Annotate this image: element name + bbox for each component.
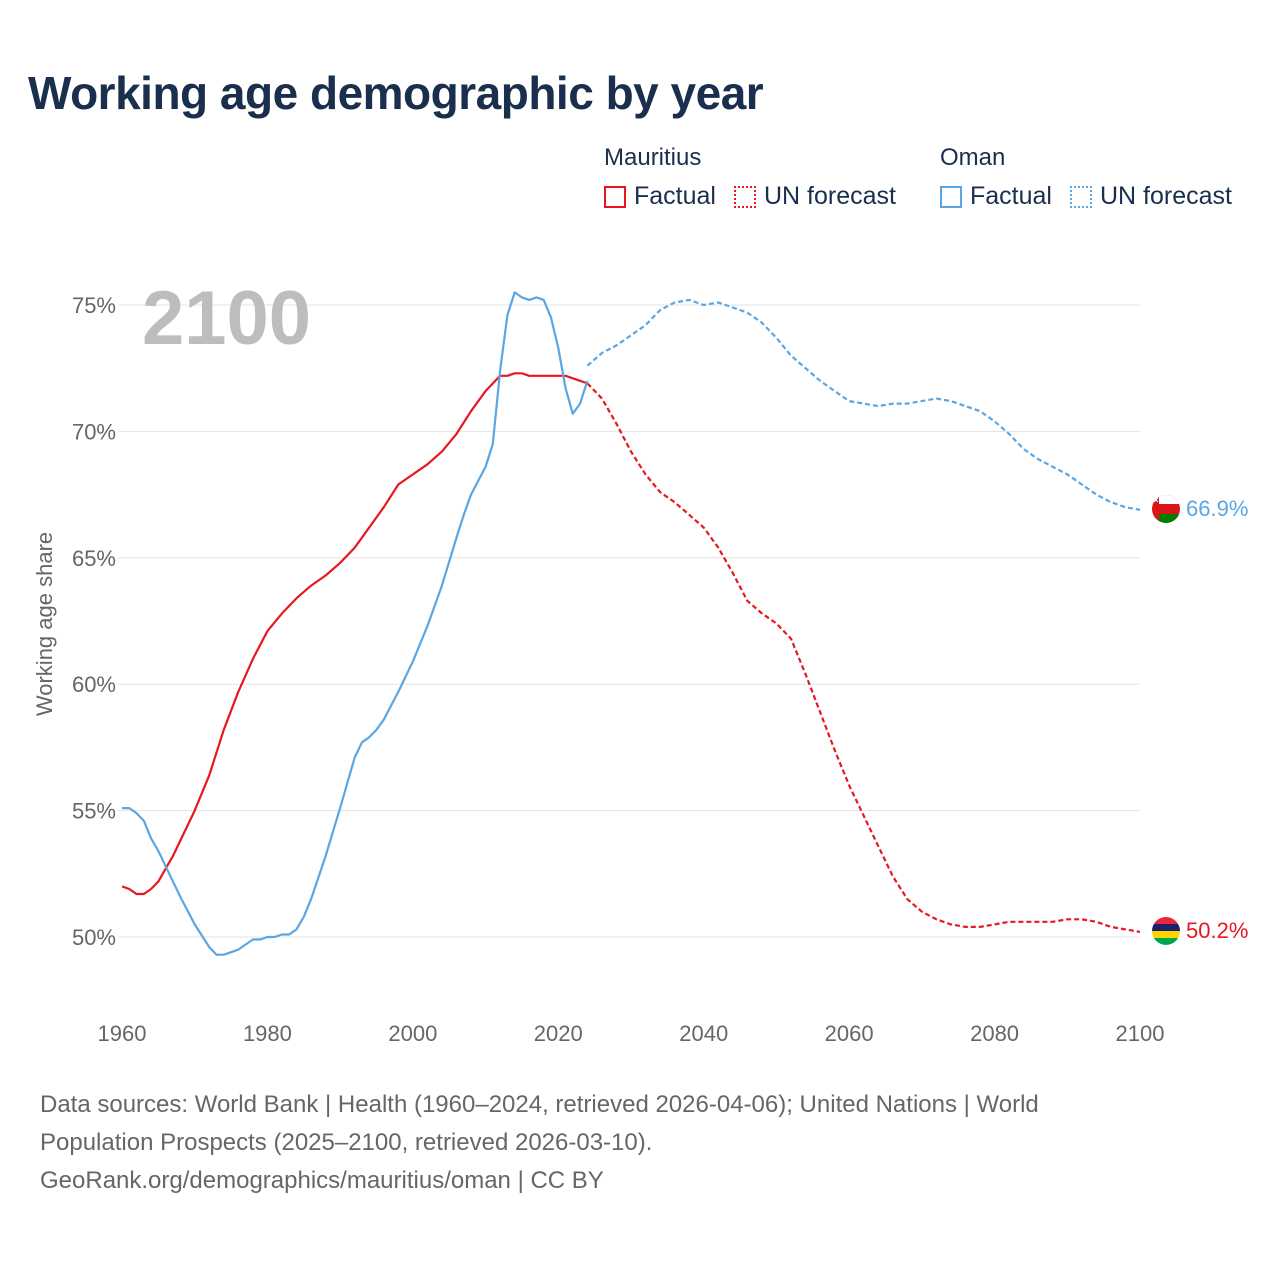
year-watermark: 2100 [142,276,311,361]
legend-mauritius-factual[interactable]: Factual [604,182,716,211]
footer-line: Data sources: World Bank | Health (1960–… [40,1091,1039,1118]
legend-mauritius: Mauritius Factual UN forecast [604,144,914,211]
y-axis-label: Working age share [32,532,57,716]
x-tick-label: 1980 [243,1021,292,1046]
solid-line-swatch-icon [940,185,962,208]
legend-oman: Oman Factual UN forecast [940,144,1232,211]
footer-source: Data sources: World Bank | Health (1960–… [40,1086,1240,1200]
oman-end-value: 66.9% [1186,496,1248,521]
x-tick-label: 2060 [825,1021,874,1046]
legend-label: Factual [970,182,1052,210]
legend-label: Factual [634,182,716,210]
dotted-line-swatch-icon [1069,185,1092,208]
legend-oman-forecast[interactable]: UN forecast [1069,182,1232,211]
series-line-mauritius-forecast [586,382,1141,933]
x-tick-label: 2100 [1116,1021,1165,1046]
mauritius-end-value: 50.2% [1186,918,1248,943]
series-line-oman-forecast [586,298,1141,511]
solid-line-swatch-icon [604,185,626,208]
y-tick-label: 55% [72,799,116,824]
series-line-mauritius-factual [121,372,588,896]
legend-label: UN forecast [763,182,896,210]
y-tick-label: 70% [72,419,116,444]
x-tick-label: 2000 [388,1021,437,1046]
y-tick-label: 75% [72,293,116,318]
legend-oman-name: Oman [940,144,1006,171]
footer-line: Population Prospects (2025–2100, retriev… [40,1129,653,1156]
legend-mauritius-forecast[interactable]: UN forecast [733,182,896,211]
series-line-oman-factual [122,291,589,956]
x-tick-label: 2080 [970,1021,1019,1046]
dotted-line-swatch-icon [733,185,756,208]
line-chart: 50% 55% 60% 65% 70% 75% 1960 1980 2000 2020 2040 20… [32,276,1248,1046]
chart-title: Working age demographic by year [28,67,764,119]
legend-label: UN forecast [1099,182,1232,210]
legend-oman-factual[interactable]: Factual [940,182,1052,211]
oman-flag-icon [1152,495,1180,523]
x-tick-label: 2020 [534,1021,583,1046]
y-tick-label: 60% [72,672,116,697]
x-tick-label: 1960 [98,1021,147,1046]
y-tick-label: 65% [72,546,116,571]
y-tick-label: 50% [72,925,116,950]
x-tick-label: 2040 [679,1021,728,1046]
footer-line: GeoRank.org/demographics/mauritius/oman … [40,1167,604,1194]
legend-mauritius-name: Mauritius [604,144,702,171]
mauritius-flag-icon [1152,917,1180,945]
